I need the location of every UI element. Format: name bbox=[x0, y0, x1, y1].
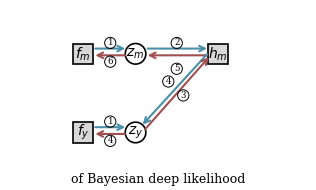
Text: 1: 1 bbox=[107, 38, 113, 48]
Text: 6: 6 bbox=[107, 57, 113, 66]
FancyBboxPatch shape bbox=[208, 44, 228, 64]
Circle shape bbox=[125, 122, 146, 143]
Text: 5: 5 bbox=[174, 64, 179, 73]
Text: 2: 2 bbox=[174, 38, 179, 48]
FancyBboxPatch shape bbox=[73, 44, 94, 64]
Circle shape bbox=[125, 44, 146, 64]
Text: 4: 4 bbox=[166, 77, 171, 86]
FancyBboxPatch shape bbox=[73, 122, 94, 143]
Text: $z_m$: $z_m$ bbox=[126, 47, 145, 61]
Text: 4: 4 bbox=[107, 136, 113, 145]
Text: $f_y$: $f_y$ bbox=[77, 123, 89, 142]
Text: 1: 1 bbox=[107, 117, 113, 126]
Text: $f_m$: $f_m$ bbox=[75, 45, 91, 63]
Text: of Bayesian deep likelihood: of Bayesian deep likelihood bbox=[71, 173, 245, 186]
Text: 3: 3 bbox=[180, 91, 186, 100]
Text: $z_y$: $z_y$ bbox=[128, 124, 143, 141]
Text: $h_m$: $h_m$ bbox=[208, 45, 228, 63]
